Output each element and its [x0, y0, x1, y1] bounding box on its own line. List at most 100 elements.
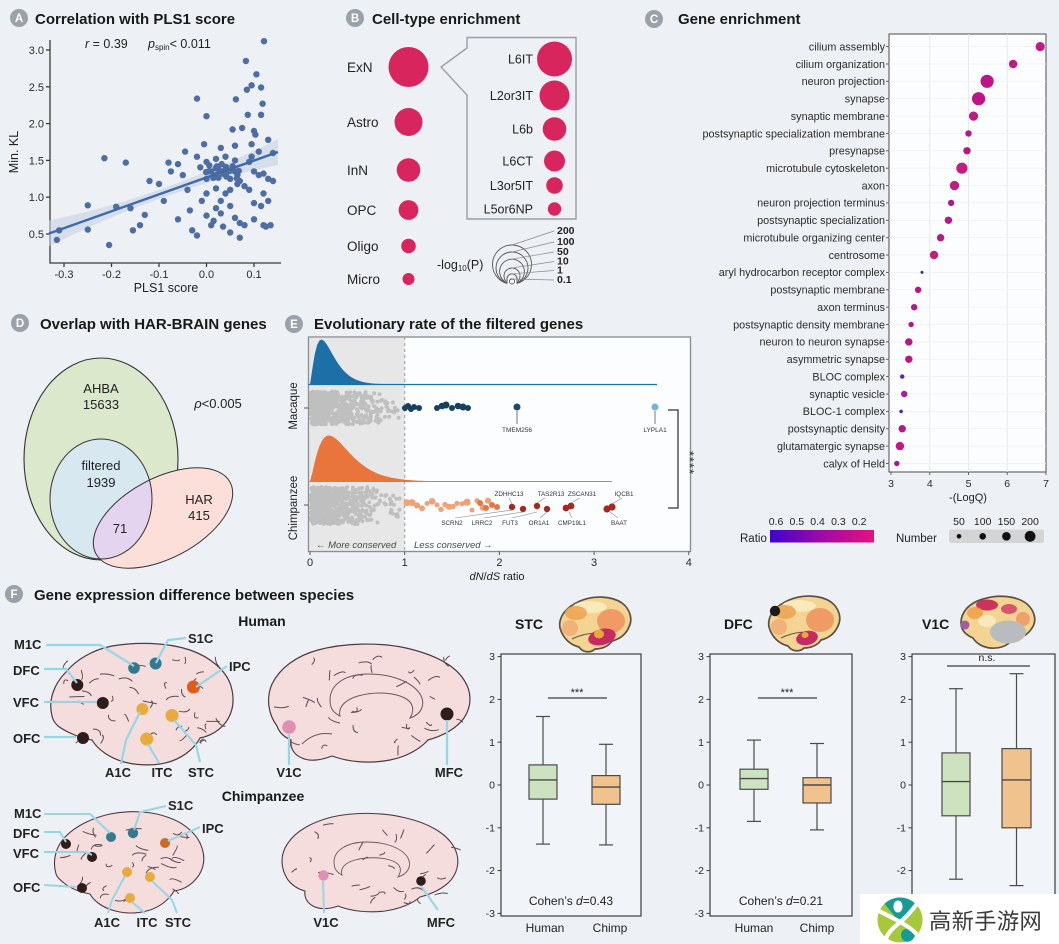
- svg-text:Cell-type enrichment: Cell-type enrichment: [372, 11, 520, 28]
- svg-text:M1C: M1C: [14, 637, 42, 652]
- svg-text:ITC: ITC: [137, 915, 159, 930]
- svg-text:F: F: [10, 589, 17, 601]
- svg-text:2: 2: [698, 694, 704, 706]
- svg-text:Less conserved →: Less conserved →: [414, 540, 493, 551]
- svg-text:D: D: [16, 318, 24, 330]
- svg-text:postsynaptic specialization me: postsynaptic specialization membrane: [703, 128, 885, 140]
- svg-text:***: ***: [781, 687, 795, 699]
- svg-text:3: 3: [489, 651, 495, 663]
- svg-text:Human: Human: [238, 613, 285, 629]
- svg-text:postsynaptic density membrane: postsynaptic density membrane: [733, 319, 885, 331]
- svg-text:A1C: A1C: [94, 915, 121, 930]
- svg-text:dN/dS ratio: dN/dS ratio: [469, 571, 524, 583]
- svg-text:0.3: 0.3: [831, 516, 846, 528]
- svg-text:0.1: 0.1: [246, 269, 261, 281]
- svg-text:Human: Human: [735, 921, 774, 935]
- svg-text:-1: -1: [695, 822, 704, 834]
- svg-text:IQCB1: IQCB1: [615, 491, 634, 498]
- svg-text:0.5: 0.5: [29, 229, 44, 241]
- svg-text:Number: Number: [896, 533, 937, 545]
- svg-text:L5or6NP: L5or6NP: [484, 203, 533, 217]
- svg-text:4: 4: [686, 557, 692, 569]
- svg-text:100: 100: [974, 516, 992, 528]
- svg-text:STC: STC: [515, 616, 543, 632]
- svg-text:V1C: V1C: [313, 915, 339, 930]
- svg-text:aryl hydrocarbon receptor comp: aryl hydrocarbon receptor complex: [719, 267, 886, 279]
- svg-text:-3: -3: [695, 908, 704, 920]
- svg-text:50: 50: [953, 516, 965, 528]
- svg-text:2: 2: [900, 694, 906, 706]
- svg-text:L2or3IT: L2or3IT: [490, 89, 533, 103]
- svg-text:0: 0: [307, 557, 313, 569]
- svg-text:synaptic membrane: synaptic membrane: [791, 111, 885, 123]
- svg-text:n.s.: n.s.: [979, 652, 996, 664]
- svg-text:postsynaptic density: postsynaptic density: [788, 424, 886, 436]
- svg-text:PLS1 score: PLS1 score: [134, 281, 199, 295]
- svg-text:0.2: 0.2: [852, 516, 867, 528]
- svg-text:Chimp: Chimp: [800, 921, 835, 935]
- svg-text:IPC: IPC: [202, 821, 224, 836]
- svg-text:V1C: V1C: [922, 616, 949, 632]
- svg-text:MFC: MFC: [427, 915, 456, 930]
- svg-text:← More conserved: ← More conserved: [316, 540, 397, 551]
- svg-text:6: 6: [1004, 478, 1010, 490]
- svg-text:-2: -2: [486, 865, 495, 877]
- svg-text:3: 3: [698, 651, 704, 663]
- svg-text:A: A: [15, 13, 23, 25]
- svg-text:150: 150: [998, 516, 1016, 528]
- svg-text:71: 71: [113, 521, 127, 536]
- svg-text:S1C: S1C: [188, 631, 214, 646]
- svg-text:STC: STC: [188, 765, 215, 780]
- svg-text:L3or5IT: L3or5IT: [490, 179, 533, 193]
- svg-text:synapse: synapse: [845, 94, 885, 106]
- svg-text:glutamatergic synapse: glutamatergic synapse: [777, 441, 885, 453]
- svg-text:1: 1: [489, 737, 495, 749]
- svg-text:C: C: [650, 14, 658, 26]
- svg-text:Astro: Astro: [347, 115, 379, 130]
- svg-text:0: 0: [900, 780, 906, 792]
- svg-text:-2: -2: [897, 865, 906, 877]
- svg-text:3: 3: [900, 651, 906, 663]
- svg-text:IPC: IPC: [229, 659, 251, 674]
- svg-text:BLOC complex: BLOC complex: [812, 371, 885, 383]
- svg-text:pspin< 0.011: pspin< 0.011: [147, 37, 211, 52]
- svg-text:-1: -1: [897, 822, 906, 834]
- svg-text:Evolutionary rate of the filte: Evolutionary rate of the filtered genes: [314, 316, 583, 333]
- svg-text:STC: STC: [165, 915, 192, 930]
- svg-text:CMP19L1: CMP19L1: [558, 520, 586, 527]
- svg-text:Ratio: Ratio: [740, 533, 767, 545]
- svg-text:cilium organization: cilium organization: [796, 59, 885, 71]
- svg-text:0.6: 0.6: [769, 516, 784, 528]
- svg-text:2.0: 2.0: [29, 119, 44, 131]
- svg-text:V1C: V1C: [276, 765, 302, 780]
- svg-text:axon terminus: axon terminus: [817, 302, 885, 314]
- svg-text:-0.2: -0.2: [102, 269, 121, 281]
- svg-text:***: ***: [571, 687, 585, 699]
- svg-text:0.0: 0.0: [199, 269, 214, 281]
- svg-text:cilium assembly: cilium assembly: [809, 41, 886, 53]
- svg-text:Cohen’s d=0.21: Cohen’s d=0.21: [739, 894, 824, 908]
- svg-text:100: 100: [557, 236, 575, 248]
- svg-text:1: 1: [698, 737, 704, 749]
- svg-text:BLOC-1 complex: BLOC-1 complex: [803, 406, 886, 418]
- svg-text:-2: -2: [695, 865, 704, 877]
- svg-text:Micro: Micro: [347, 272, 380, 287]
- svg-text:15633: 15633: [83, 397, 119, 412]
- svg-text:-log10(P): -log10(P): [437, 258, 483, 273]
- svg-text:Correlation with PLS1 score: Correlation with PLS1 score: [35, 11, 235, 28]
- svg-text:microtubule cytoskeleton: microtubule cytoskeleton: [766, 163, 885, 175]
- svg-text:1.5: 1.5: [29, 155, 44, 167]
- svg-text:LYPLA1: LYPLA1: [643, 427, 667, 434]
- svg-text:Gene enrichment: Gene enrichment: [678, 11, 801, 28]
- svg-text:0: 0: [489, 780, 495, 792]
- svg-text:DFC: DFC: [724, 616, 753, 632]
- svg-text:ITC: ITC: [152, 765, 174, 780]
- svg-text:Human: Human: [526, 921, 565, 935]
- svg-text:AHBA: AHBA: [83, 381, 119, 396]
- svg-text:1: 1: [557, 265, 563, 277]
- svg-text:VFC: VFC: [13, 846, 40, 861]
- svg-text:ZDHHC13: ZDHHC13: [494, 491, 524, 498]
- svg-text:0.4: 0.4: [810, 516, 825, 528]
- svg-text:0.5: 0.5: [789, 516, 804, 528]
- svg-text:InN: InN: [347, 163, 368, 178]
